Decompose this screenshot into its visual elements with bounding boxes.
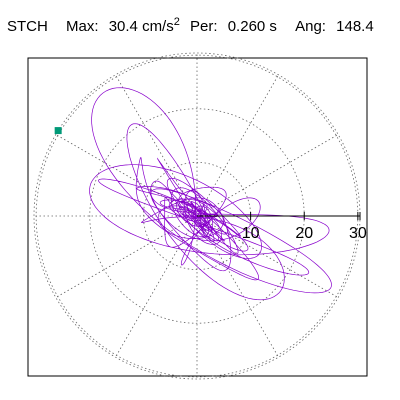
max-label: Max: <box>66 18 99 35</box>
station-label: STCH <box>7 18 48 35</box>
chart-header: STCH Max: 30.4 cm/s2 Per: 0.260 s Ang: 1… <box>7 14 374 40</box>
grid-spoke-150 <box>55 134 198 217</box>
grid-spoke-300 <box>196 215 279 358</box>
angle-value: 148.4 <box>336 18 374 35</box>
tick-label-30: 30 <box>349 225 367 242</box>
grid-spoke-120 <box>115 74 198 217</box>
trace-path <box>89 87 332 301</box>
tick-label-10: 10 <box>242 225 260 242</box>
radial-tick-labels: 10 20 30 <box>242 225 367 242</box>
grid-spoke-210 <box>55 215 198 298</box>
angle-label: Ang: <box>295 18 326 35</box>
tick-label-20: 20 <box>295 225 313 242</box>
period-label: Per: <box>190 18 218 35</box>
grid-spoke-330 <box>196 215 339 298</box>
grid-spoke-240 <box>115 215 198 358</box>
period-value: 0.260 s <box>227 18 277 35</box>
plot-frame <box>27 57 368 377</box>
max-marker-square <box>54 127 62 135</box>
max-unit-exponent: 2 <box>173 16 180 28</box>
max-value: 30.4 cm/s <box>108 18 174 35</box>
radial-axis <box>197 212 361 220</box>
grid-spoke-60 <box>196 74 279 217</box>
motion-trace <box>89 87 332 301</box>
grid-spoke-30 <box>196 134 339 217</box>
max-angle-marker <box>54 127 62 135</box>
